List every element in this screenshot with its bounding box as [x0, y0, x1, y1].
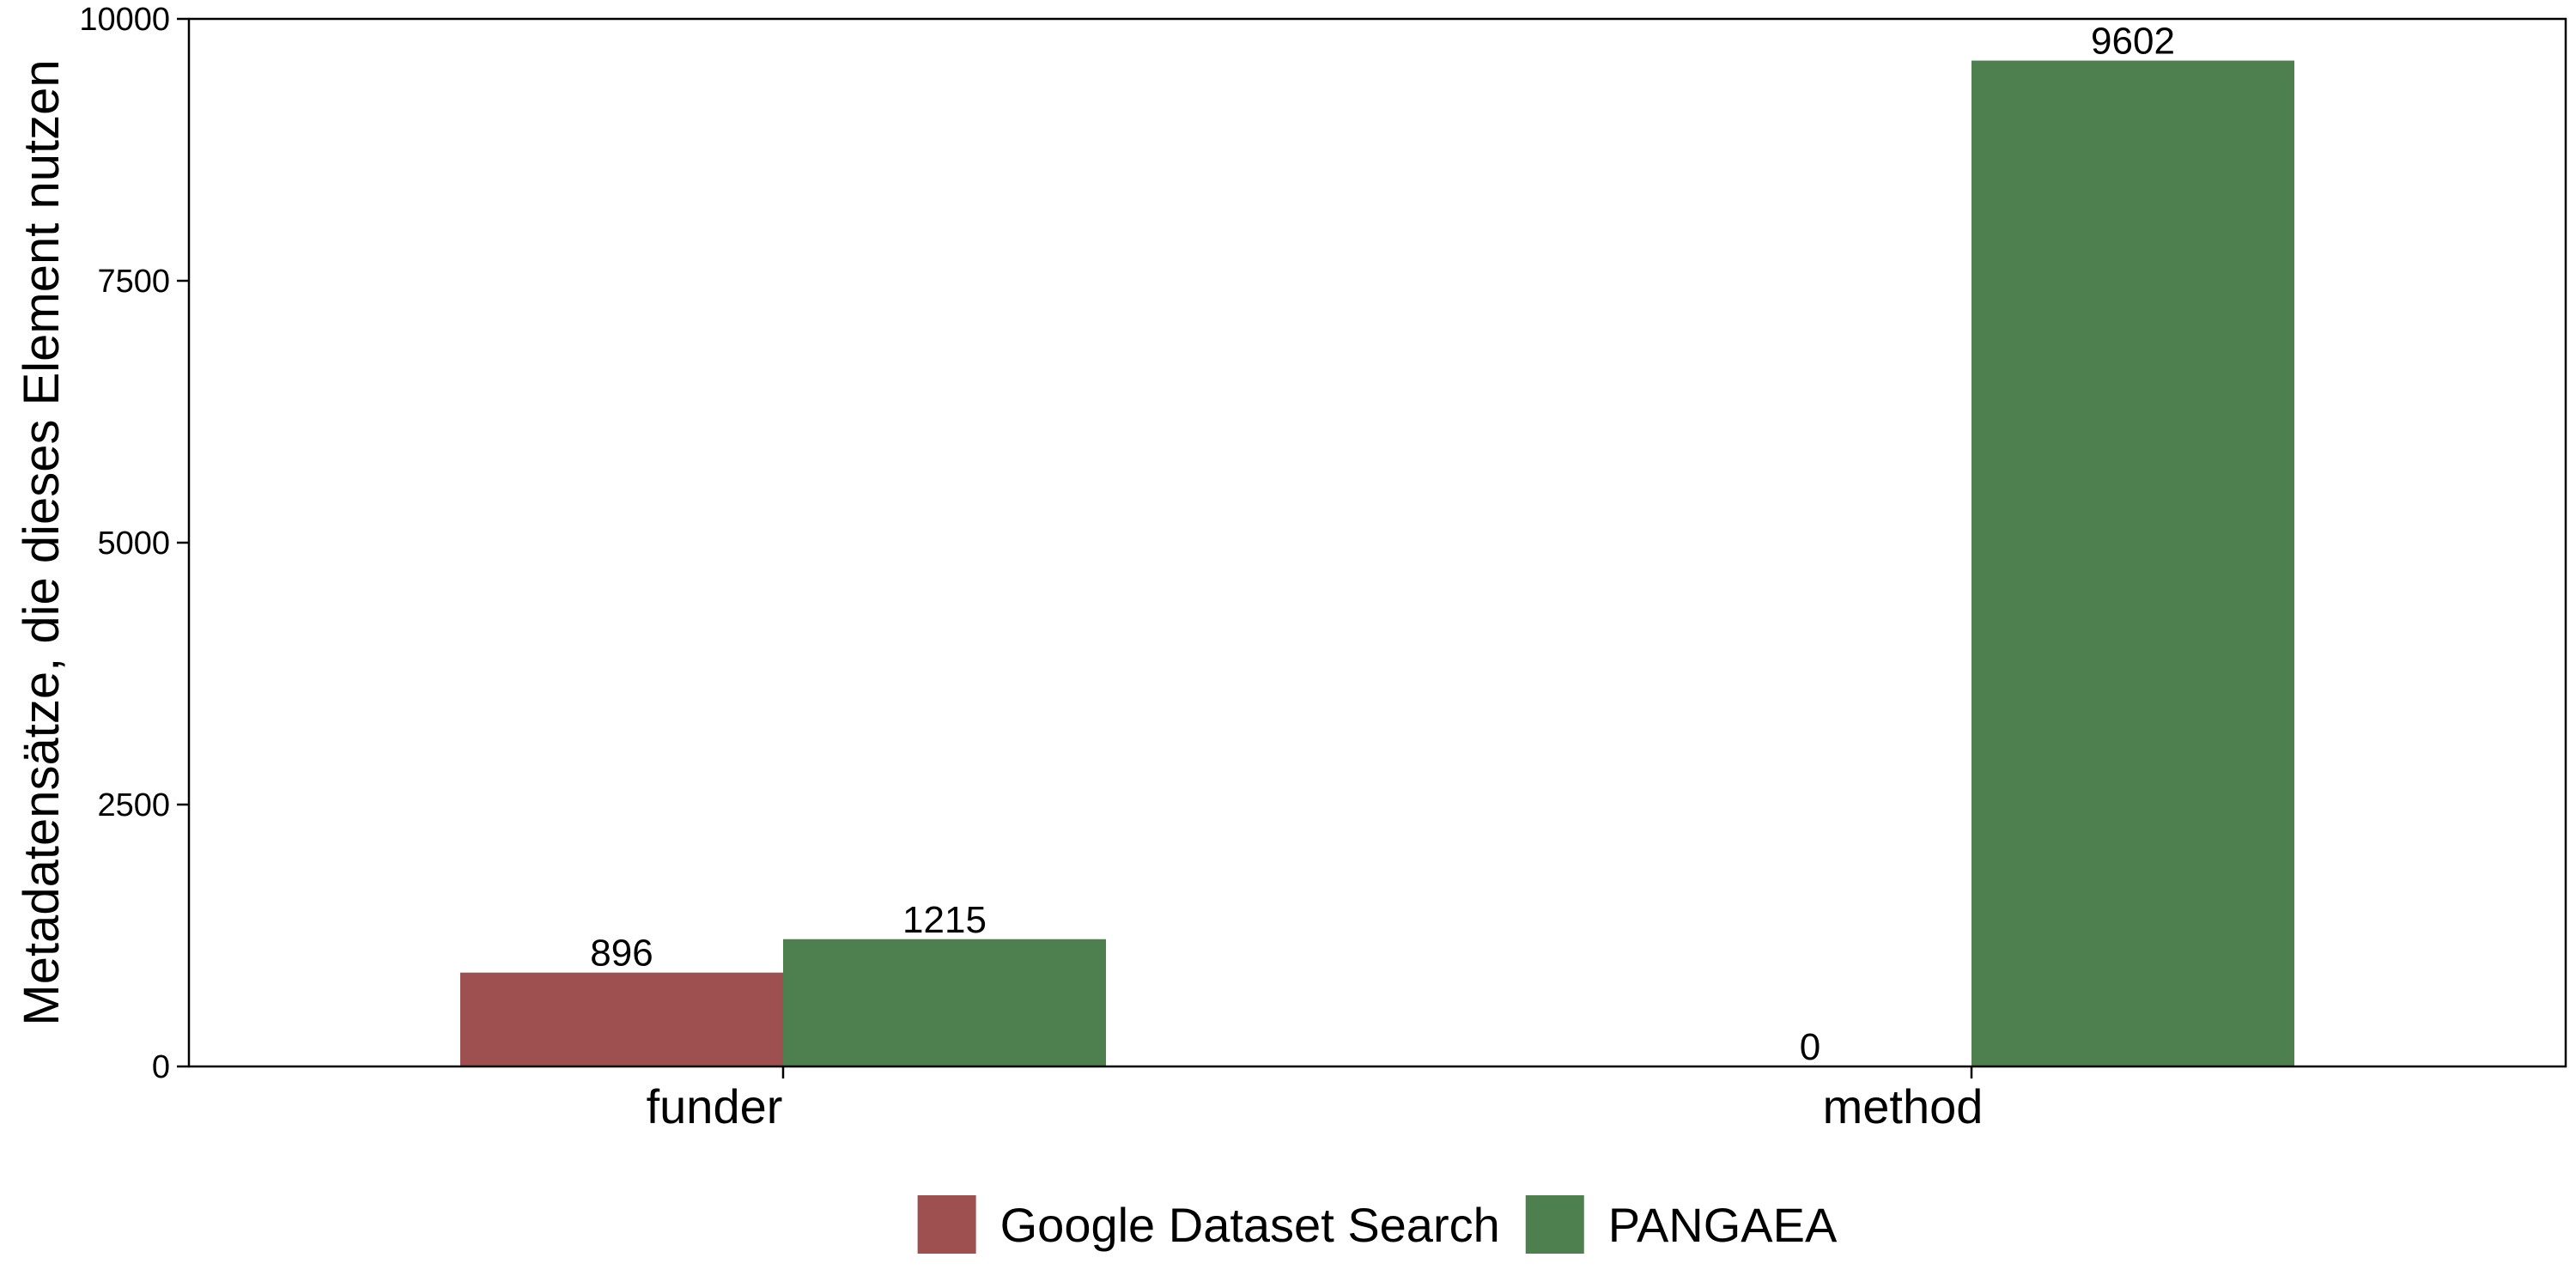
plot-frame: [187, 17, 2567, 1068]
y-tick-label: 10000: [79, 2, 170, 38]
data-label-funder-pangaea: 1215: [902, 899, 987, 941]
y-tick-label: 7500: [97, 264, 170, 300]
legend-label-pangaea: PANGAEA: [1608, 1198, 1838, 1252]
legend: Google Dataset Search PANGAEA: [917, 1195, 1838, 1254]
y-tick-label: 5000: [97, 526, 170, 562]
bar-funder-pangaea: [783, 939, 1106, 1066]
y-tick-label: 2500: [97, 787, 170, 823]
y-axis: 0 2500 5000 7500 10000: [79, 2, 189, 1085]
y-tick-label: 0: [152, 1049, 170, 1085]
x-tick-label-funder: funder: [647, 1079, 783, 1133]
data-label-method-pangaea: 9602: [2091, 21, 2175, 63]
legend-swatch-pangaea: [1525, 1195, 1584, 1254]
legend-label-google-dataset-search: Google Dataset Search: [1000, 1198, 1500, 1252]
bar-method-pangaea: [1971, 60, 2294, 1066]
data-label-funder-google-dataset-search: 896: [590, 933, 653, 975]
legend-swatch-google-dataset-search: [917, 1195, 976, 1254]
bars: [460, 60, 2294, 1066]
data-label-method-google-dataset-search: 0: [1800, 1026, 1820, 1068]
data-labels: 896 1215 0 9602: [590, 21, 2175, 1068]
bar-funder-google-dataset-search: [460, 972, 783, 1066]
y-axis-title: Metadatensätze, die dieses Element nutze…: [14, 59, 70, 1025]
x-tick-label-method: method: [1823, 1079, 1984, 1133]
x-axis: funder method: [647, 1066, 1984, 1133]
